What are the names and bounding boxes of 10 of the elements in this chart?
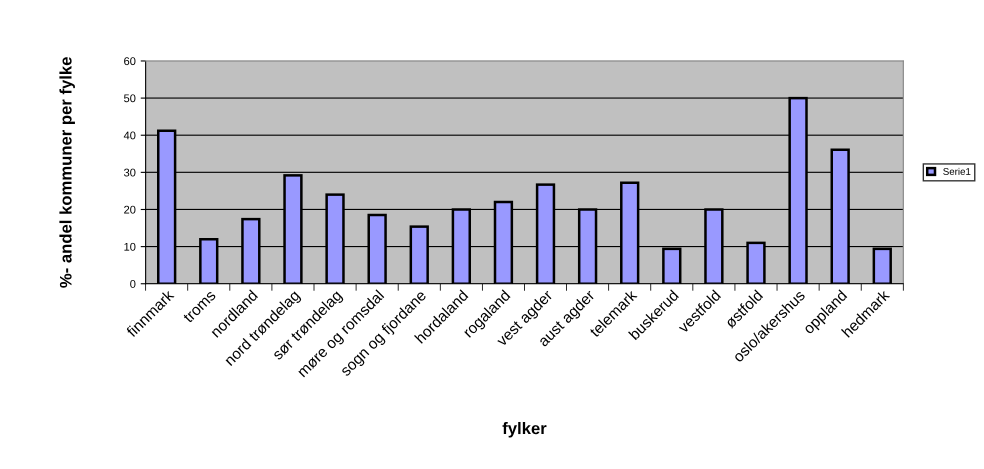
legend-label: Serie1 (943, 168, 970, 175)
y-tick-label: 0 (130, 280, 136, 288)
y-tick-label: 40 (124, 131, 136, 140)
y-tick-label: 20 (124, 206, 136, 214)
y-tick-label: 30 (124, 168, 136, 176)
x-axis-title: fylker (502, 422, 546, 438)
y-tick-label: 60 (124, 57, 136, 66)
y-tick-label: 10 (124, 242, 136, 251)
y-axis-title: %- andel kommuner per fylke (59, 57, 75, 288)
y-tick-label: 50 (124, 94, 136, 102)
